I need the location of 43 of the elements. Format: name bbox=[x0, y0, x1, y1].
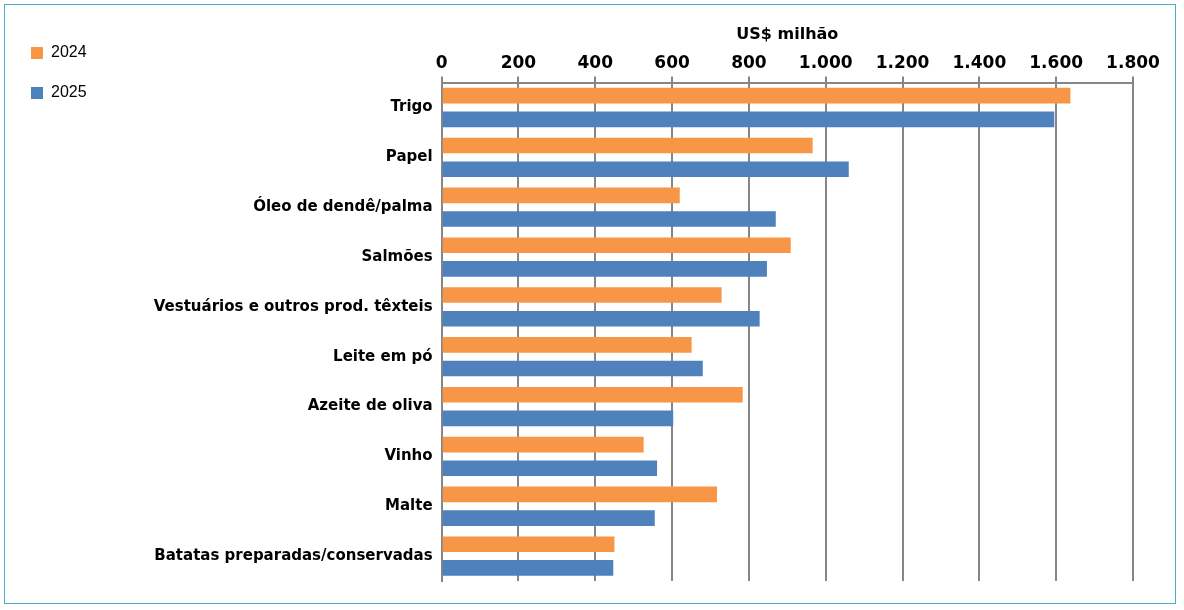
bar bbox=[442, 360, 703, 377]
y-tick-label: Malte bbox=[385, 496, 433, 515]
bar bbox=[442, 560, 614, 576]
y-tick-label: Vinho bbox=[384, 446, 433, 465]
bar bbox=[442, 310, 760, 327]
y-tick-label: Batatas preparadas/conservadas bbox=[154, 545, 433, 564]
y-tick-label: Trigo bbox=[390, 97, 433, 116]
x-tick-label: 1.400 bbox=[952, 51, 1007, 72]
x-tick-label: 800 bbox=[731, 51, 767, 72]
y-tick-label: Papel bbox=[385, 147, 433, 166]
bar bbox=[442, 460, 658, 477]
bar bbox=[442, 261, 767, 277]
x-tick-label: 200 bbox=[500, 51, 537, 72]
bar bbox=[442, 436, 644, 453]
bar bbox=[442, 536, 615, 553]
x-tick-label: 1.600 bbox=[1029, 51, 1084, 72]
bar bbox=[442, 111, 1055, 128]
bar bbox=[442, 486, 717, 503]
bar bbox=[442, 386, 743, 403]
x-tick-label: 600 bbox=[654, 51, 690, 72]
y-tick-label: Óleo de dendê/palma bbox=[253, 196, 433, 216]
bar bbox=[442, 410, 674, 427]
bar bbox=[442, 287, 722, 303]
y-tick-label: Azeite de oliva bbox=[307, 396, 433, 415]
bar bbox=[442, 87, 1071, 104]
bar bbox=[442, 187, 680, 204]
y-tick-label: Salmões bbox=[361, 246, 433, 265]
y-tick-label: Leite em pó bbox=[333, 346, 433, 365]
bar bbox=[442, 137, 813, 154]
y-tick-label: Vestuários e outros prod. têxteis bbox=[153, 296, 433, 315]
bar bbox=[442, 510, 655, 526]
x-tick-label: 1.000 bbox=[798, 51, 853, 72]
x-tick-label: 0 bbox=[435, 51, 448, 72]
x-tick-label: 1.800 bbox=[1106, 51, 1161, 72]
legend-label: 2024 bbox=[51, 43, 87, 61]
x-tick-label: 1.200 bbox=[875, 51, 930, 72]
legend-label: 2025 bbox=[51, 83, 87, 101]
bar bbox=[442, 237, 791, 254]
bar bbox=[442, 161, 849, 178]
x-axis-title: US$ milhão bbox=[736, 23, 839, 43]
bar bbox=[442, 337, 692, 353]
bar bbox=[442, 211, 776, 227]
x-tick-label: 400 bbox=[577, 51, 614, 72]
